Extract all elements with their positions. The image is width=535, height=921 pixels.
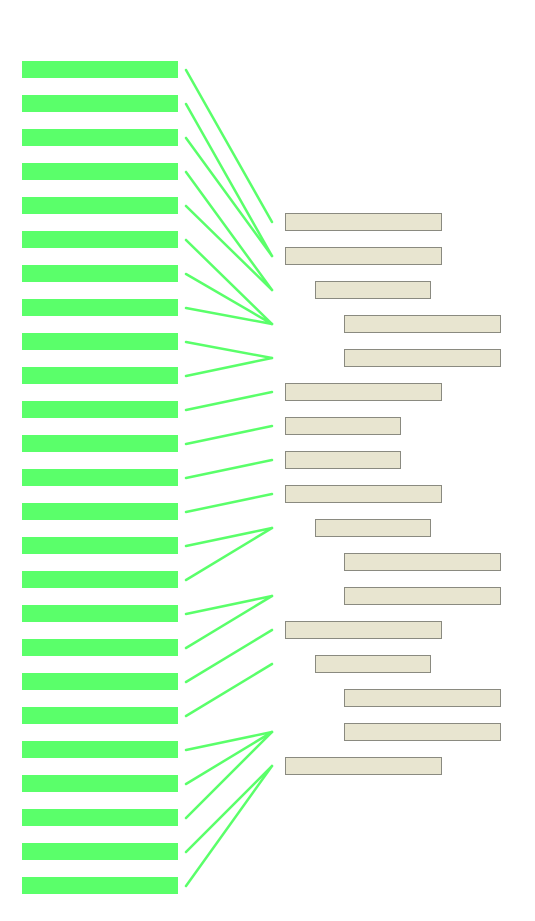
left-bar-16 xyxy=(22,571,178,588)
left-bar-2 xyxy=(22,95,178,112)
left-bar-5 xyxy=(22,197,178,214)
connector-line-22 xyxy=(184,730,274,786)
right-box-5 xyxy=(344,349,501,367)
connector-line-21 xyxy=(184,730,274,752)
right-box-9 xyxy=(285,485,442,503)
right-box-7 xyxy=(285,417,401,435)
right-box-15 xyxy=(344,689,501,707)
right-box-8 xyxy=(285,451,401,469)
connector-line-17 xyxy=(184,594,274,616)
connector-line-6 xyxy=(184,238,274,326)
connector-line-18 xyxy=(184,594,274,650)
right-box-13 xyxy=(285,621,442,639)
right-box-12 xyxy=(344,587,501,605)
connector-line-4 xyxy=(184,170,274,292)
right-column xyxy=(285,213,501,775)
connector-line-10 xyxy=(184,356,274,378)
left-bar-7 xyxy=(22,265,178,282)
left-bar-4 xyxy=(22,163,178,180)
left-bar-14 xyxy=(22,503,178,520)
connector-line-12 xyxy=(184,424,274,446)
connector-line-24 xyxy=(184,764,274,854)
left-column xyxy=(22,61,178,894)
right-box-6 xyxy=(285,383,442,401)
left-bar-18 xyxy=(22,639,178,656)
connector-line-20 xyxy=(184,662,274,718)
left-bar-15 xyxy=(22,537,178,554)
left-bar-21 xyxy=(22,741,178,758)
connector-line-3 xyxy=(184,136,274,258)
connector-line-11 xyxy=(184,390,274,412)
left-bar-25 xyxy=(22,877,178,894)
left-bar-3 xyxy=(22,129,178,146)
right-box-11 xyxy=(344,553,501,571)
connector-line-13 xyxy=(184,458,274,480)
left-bar-22 xyxy=(22,775,178,792)
connector-line-14 xyxy=(184,492,274,514)
right-box-16 xyxy=(344,723,501,741)
left-bar-9 xyxy=(22,333,178,350)
right-box-2 xyxy=(285,247,442,265)
connector-line-8 xyxy=(184,306,274,326)
connector-line-2 xyxy=(184,102,274,258)
right-box-4 xyxy=(344,315,501,333)
right-box-14 xyxy=(315,655,431,673)
left-bar-12 xyxy=(22,435,178,452)
connector-lines xyxy=(184,68,274,888)
connector-line-19 xyxy=(184,628,274,684)
connector-line-9 xyxy=(184,340,274,360)
left-bar-24 xyxy=(22,843,178,860)
left-bar-11 xyxy=(22,401,178,418)
left-bar-10 xyxy=(22,367,178,384)
left-bar-8 xyxy=(22,299,178,316)
right-box-1 xyxy=(285,213,442,231)
left-bar-19 xyxy=(22,673,178,690)
connector-line-5 xyxy=(184,204,274,292)
connector-line-7 xyxy=(184,272,274,326)
connector-line-16 xyxy=(184,526,274,582)
left-bar-20 xyxy=(22,707,178,724)
left-bar-6 xyxy=(22,231,178,248)
right-box-17 xyxy=(285,757,442,775)
left-bar-17 xyxy=(22,605,178,622)
connector-line-23 xyxy=(184,730,274,820)
connector-line-15 xyxy=(184,526,274,548)
right-box-10 xyxy=(315,519,431,537)
connector-line-25 xyxy=(184,764,274,888)
right-box-3 xyxy=(315,281,431,299)
left-bar-23 xyxy=(22,809,178,826)
connector-line-1 xyxy=(184,68,274,224)
left-bar-13 xyxy=(22,469,178,486)
left-bar-1 xyxy=(22,61,178,78)
